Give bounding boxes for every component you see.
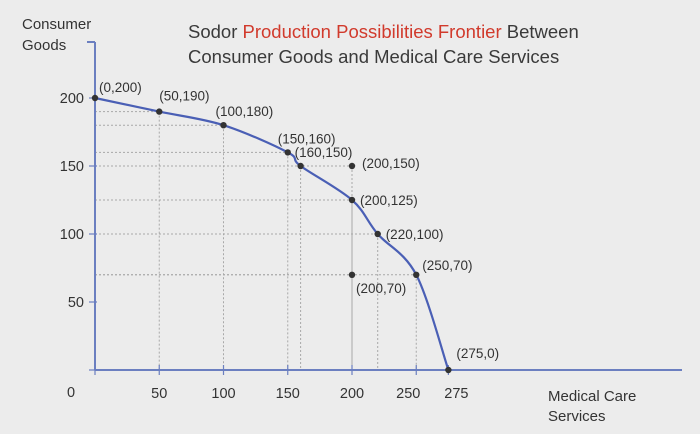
title-part: Sodor	[188, 21, 243, 42]
label-layer: (0,200) (50,190) (100,180) (150,160)(160,15…	[99, 80, 499, 361]
frontier-point	[91, 94, 99, 102]
x-tick-label: 275	[444, 386, 468, 402]
frontier-point	[348, 196, 356, 204]
y-tick-label: 0	[67, 385, 75, 401]
frontier-point	[374, 230, 381, 238]
y-tick-label: 100	[60, 227, 84, 243]
frontier-point-label: (100,180)	[216, 104, 274, 119]
frontier-point-label: (275,0)	[456, 346, 499, 361]
title-part: Between	[502, 21, 579, 42]
frontier-point-label: (150,160)	[278, 131, 336, 146]
y-axis-title: Consumer	[22, 16, 91, 33]
frontier-point-label: (160,150)	[295, 145, 353, 160]
x-tick-label: 50	[151, 386, 167, 402]
x-tick-label: 150	[276, 386, 300, 402]
frontier-point-label: (220,100)	[386, 227, 444, 242]
y-axis-title: Goods	[22, 37, 66, 54]
frontier-point	[413, 271, 420, 278]
other-point-label: (200,70)	[356, 281, 406, 296]
x-tick-label: 250	[396, 386, 420, 402]
y-tick-label: 50	[68, 295, 84, 311]
frontier-point-label: (50,190)	[159, 89, 209, 104]
x-tick-label: 100	[211, 386, 235, 402]
x-axis-title: Medical Care	[548, 388, 636, 405]
frontier-point	[297, 162, 304, 170]
frontier-point	[220, 122, 227, 129]
axis-layer: 50 100 150 200 250 275 0 50 100 150 200	[60, 41, 682, 402]
y-tick-label: 150	[60, 159, 84, 175]
x-tick-label: 200	[340, 386, 364, 402]
frontier-point	[284, 149, 291, 156]
frontier-point-label: (250,70)	[422, 258, 472, 273]
grid-layer	[95, 111, 417, 370]
chart-title-line2: Consumer Goods and Medical Care Services	[188, 46, 559, 67]
point-layer	[91, 94, 452, 374]
other-point-label: (200,150)	[362, 156, 420, 171]
other-point	[348, 271, 356, 278]
frontier-point	[156, 108, 163, 115]
frontier-point-label: (0,200)	[99, 80, 142, 95]
title-highlight: Production Possibilities Frontier	[243, 21, 502, 42]
frontier-point	[445, 366, 452, 374]
x-axis-title: Services	[548, 408, 606, 425]
y-tick-label: 200	[60, 91, 84, 107]
chart-title-line1: Sodor Production Possibilities Frontier …	[188, 21, 579, 42]
text-layer: Sodor Production Possibilities Frontier …	[22, 16, 636, 425]
frontier-point-label: (200,125)	[360, 193, 418, 208]
other-point	[348, 162, 356, 170]
